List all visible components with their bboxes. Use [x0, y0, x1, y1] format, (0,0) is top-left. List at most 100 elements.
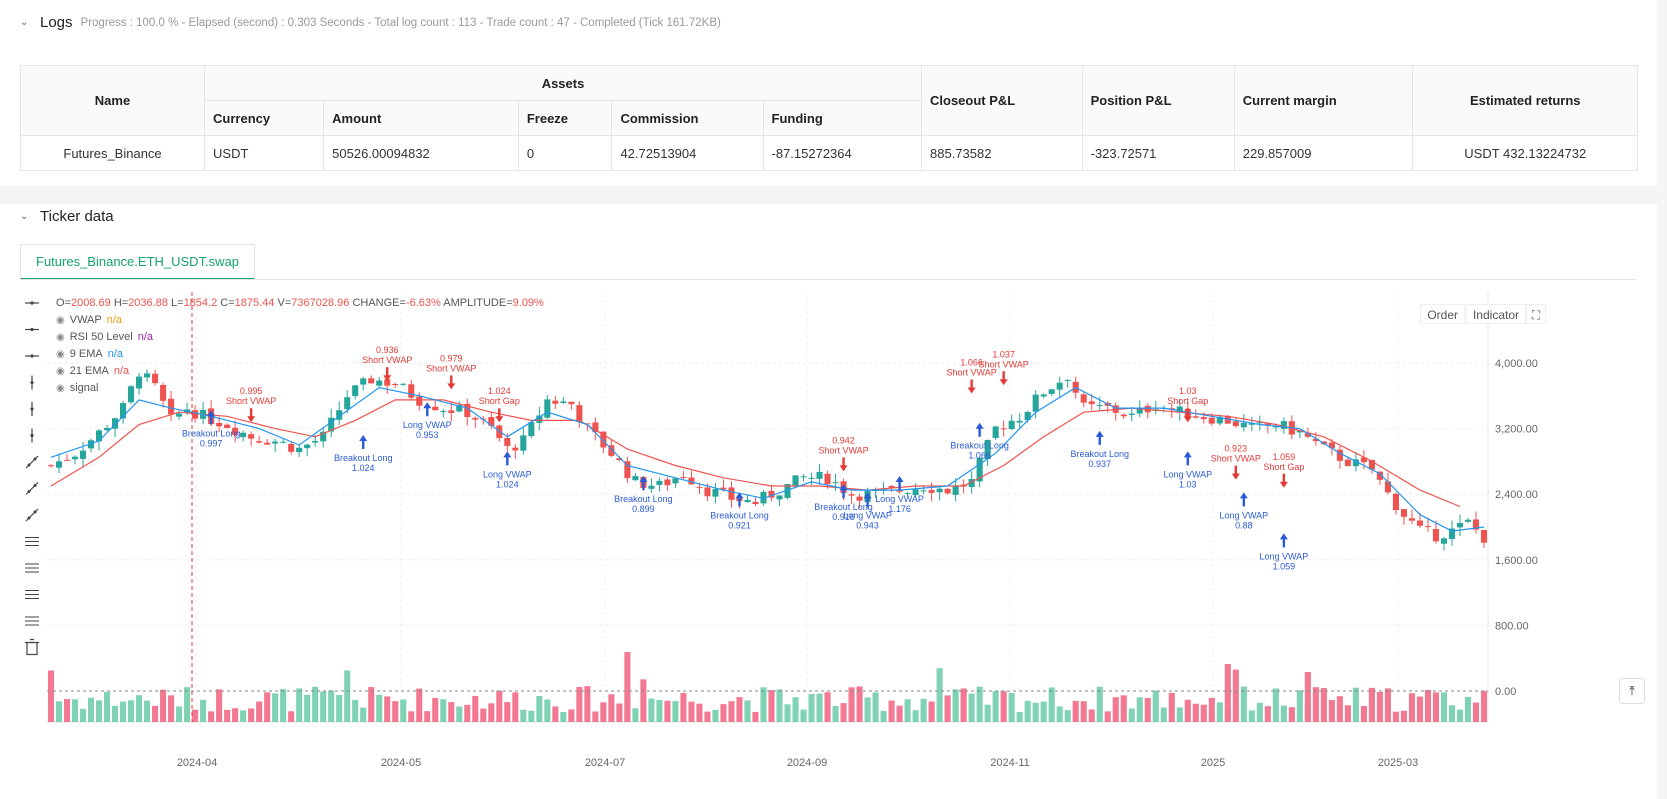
- ticker-title: Ticker data: [40, 208, 114, 225]
- candle-body: [192, 410, 199, 419]
- volume-bar: [1352, 687, 1359, 722]
- scroll-top-icon[interactable]: ⤒: [1619, 678, 1645, 704]
- volume-bar: [504, 702, 511, 722]
- candle-body: [224, 424, 231, 429]
- order-button[interactable]: Order: [1420, 304, 1465, 324]
- candle-body: [776, 495, 783, 500]
- price-chart[interactable]: 4,000.00 3,200.00 2,400.00 1,600.00 800.00 0.…: [0, 204, 1657, 799]
- extended-line-tool-icon[interactable]: [25, 508, 39, 522]
- cell-closeout: 885.73582: [921, 135, 1083, 171]
- ray-line-tool-icon[interactable]: [25, 482, 39, 495]
- signal-label: Short Gap: [1263, 462, 1304, 472]
- tab-eth-usdt-swap[interactable]: Futures_Binance.ETH_USDT.swap: [20, 244, 256, 280]
- legend-rsi[interactable]: ◉ RSI 50 Level n/a: [56, 331, 153, 343]
- candle-body: [1264, 423, 1271, 426]
- y-tick-label: 2,400.00: [1495, 489, 1538, 501]
- horizontal-ray-tool-icon[interactable]: [25, 301, 39, 305]
- long-signal-arrow: [839, 484, 848, 499]
- legend-signal[interactable]: ◉ signal: [56, 382, 98, 394]
- volume-bar: [1160, 707, 1167, 722]
- cell-position: -323.72571: [1081, 135, 1235, 171]
- candle-body: [112, 418, 119, 429]
- col-funding: Funding: [762, 100, 922, 136]
- legend-value: n/a: [107, 348, 124, 360]
- pitchfork-tool-icon[interactable]: [25, 590, 39, 599]
- candle-body: [1384, 481, 1391, 493]
- volume-bar: [1448, 705, 1456, 722]
- volume-bar: [1264, 706, 1271, 722]
- signal-label: 1.024: [352, 463, 375, 473]
- candle-body: [792, 475, 799, 487]
- volume-bar: [432, 698, 439, 722]
- long-signal-arrow: [1239, 492, 1248, 507]
- signal-label: Long VWAP: [1219, 510, 1268, 520]
- cell-amount: 50526.00094832: [323, 135, 519, 171]
- long-signal-arrow: [503, 451, 512, 466]
- volume-bar: [1368, 687, 1375, 722]
- x-tick-label: 2024-07: [585, 757, 625, 769]
- legend-ema21[interactable]: ◉ 21 EMA n/a: [56, 365, 129, 377]
- ticker-header[interactable]: ⌄ Ticker data: [20, 208, 114, 225]
- candle-body: [992, 426, 999, 438]
- volume-bar: [152, 705, 159, 722]
- long-signal-arrow: [975, 422, 984, 437]
- signal-label: Long VWAP: [875, 494, 924, 504]
- candle-body: [592, 422, 599, 433]
- signal-label: 0.942: [832, 435, 855, 445]
- eye-icon[interactable]: ◉: [56, 348, 65, 360]
- ohlc-close: 1875.44: [234, 297, 275, 309]
- volume-bar: [328, 690, 335, 722]
- volume-bar: [864, 697, 871, 722]
- volume-bar: [664, 700, 671, 722]
- volume-bar: [1208, 697, 1215, 722]
- col-margin: Current margin: [1233, 65, 1414, 136]
- trend-line-tool-icon[interactable]: [25, 455, 39, 469]
- horizontal-line-tool-icon[interactable]: [25, 327, 39, 332]
- trash-icon[interactable]: [25, 638, 39, 656]
- vertical-line-tool-icon[interactable]: [30, 428, 34, 443]
- eye-icon[interactable]: ◉: [56, 365, 65, 377]
- long-signal-arrow: [359, 435, 368, 449]
- candle-body: [1472, 519, 1480, 530]
- volume-bar: [784, 704, 791, 722]
- volume-bar: [568, 709, 575, 722]
- volume-bar: [472, 695, 479, 722]
- candle-body: [1464, 519, 1472, 522]
- fullscreen-icon[interactable]: ⛶: [1526, 304, 1546, 324]
- logs-header[interactable]: ⌄ Logs Progress : 100.0 % - Elapsed (sec…: [20, 14, 721, 31]
- candle-body: [392, 384, 399, 386]
- x-tick-label: 2025-03: [1378, 757, 1418, 769]
- chevron-down-icon[interactable]: ⌄: [20, 211, 29, 222]
- candle-body: [600, 431, 607, 448]
- vertical-ray-tool-icon[interactable]: [30, 375, 34, 390]
- candle-body: [71, 456, 79, 460]
- indicator-button[interactable]: Indicator: [1465, 304, 1526, 324]
- candle-body: [1240, 422, 1247, 428]
- candle-body: [1400, 509, 1407, 517]
- volume-bar: [296, 688, 303, 722]
- col-position: Position P&L: [1081, 65, 1235, 136]
- ohlc-low: 1854.2: [183, 297, 218, 309]
- candle-body: [248, 434, 255, 439]
- volume-bar: [760, 687, 767, 722]
- horizontal-segment-tool-icon[interactable]: [25, 354, 39, 358]
- eye-icon[interactable]: ◉: [56, 331, 65, 343]
- volume-bar: [832, 706, 839, 722]
- fib-tool-icon[interactable]: [25, 537, 39, 546]
- legend-ema9[interactable]: ◉ 9 EMA n/a: [56, 348, 123, 360]
- eye-icon[interactable]: ◉: [56, 382, 65, 394]
- signal-label: Long VWAP: [1163, 469, 1212, 479]
- candle-body: [696, 486, 703, 488]
- candle-body: [744, 499, 751, 502]
- volume-bar: [480, 708, 487, 722]
- signal-label: 1.066: [960, 358, 983, 368]
- volume-bar: [160, 689, 167, 722]
- legend-vwap[interactable]: ◉ VWAP n/a: [56, 314, 122, 326]
- parallel-channel-tool-icon[interactable]: [25, 563, 39, 573]
- volume-bar: [47, 670, 55, 722]
- chevron-down-icon[interactable]: ⌄: [20, 17, 29, 28]
- measure-tool-icon[interactable]: [25, 616, 39, 626]
- eye-icon[interactable]: ◉: [56, 314, 65, 326]
- candle-body: [87, 440, 95, 449]
- vertical-segment-tool-icon[interactable]: [30, 402, 34, 416]
